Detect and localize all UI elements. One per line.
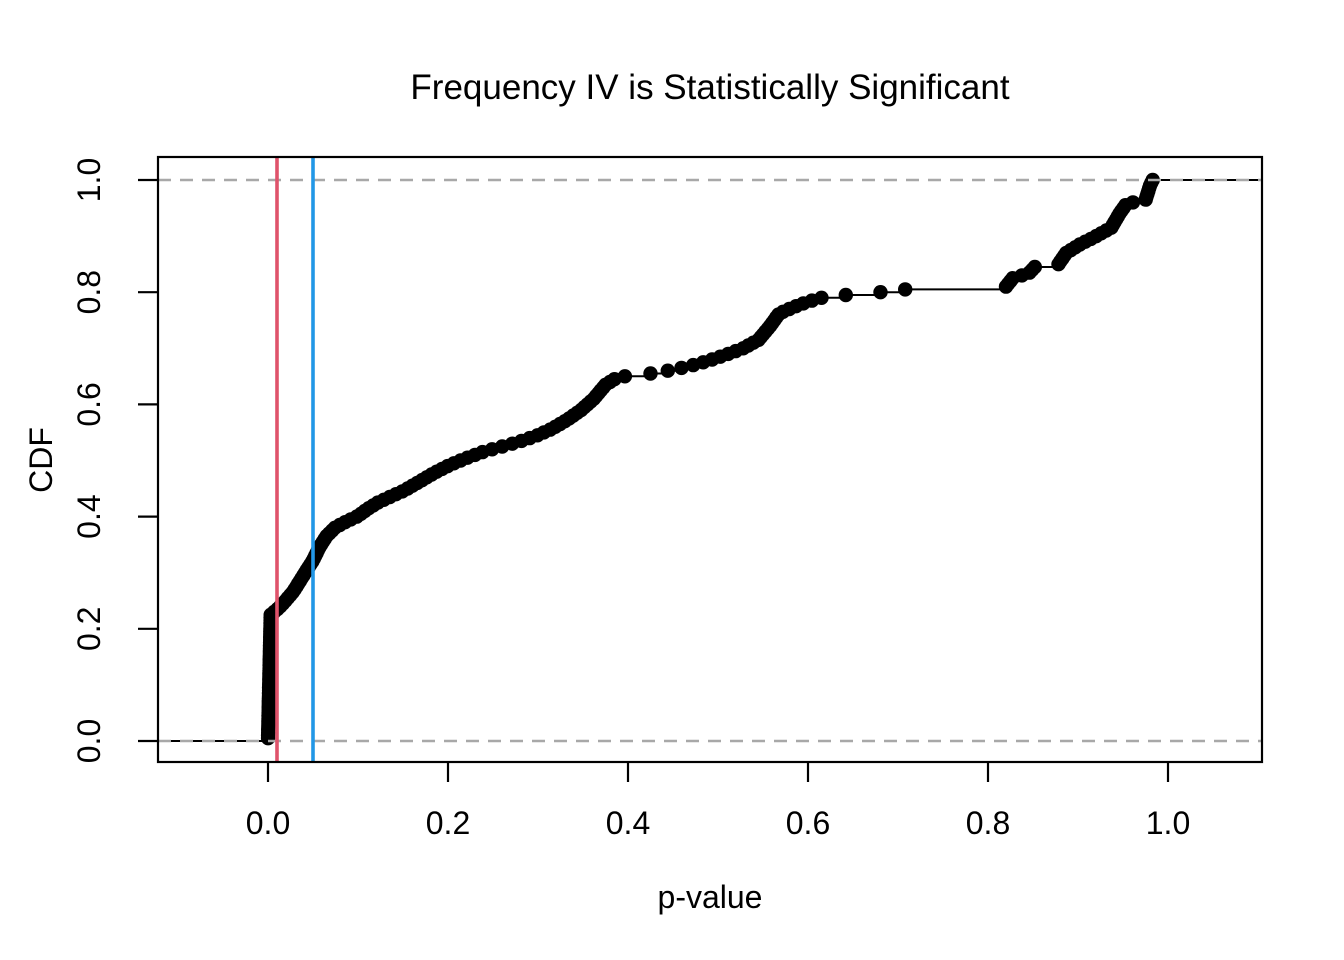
ecdf-point (617, 369, 633, 384)
y-tick-label: 0.0 (71, 719, 107, 763)
ecdf-curve (158, 172, 1262, 746)
ecdf-point (643, 366, 658, 381)
y-tick-label: 1.0 (71, 158, 107, 202)
ecdf-point (838, 287, 853, 303)
x-tick-label: 0.0 (246, 805, 290, 841)
y-tick-label: 0.8 (71, 270, 107, 314)
plot-box (156, 155, 1264, 764)
chart-title: Frequency IV is Statistically Significan… (410, 68, 1009, 107)
ecdf-point (873, 285, 888, 300)
ecdf-point (660, 363, 675, 378)
y-tick-label: 0.2 (71, 607, 107, 651)
y-axis-label: CDF (23, 427, 59, 493)
ecdf-point (814, 290, 829, 305)
x-tick-label: 0.6 (786, 805, 830, 841)
x-tick-label: 0.4 (606, 805, 650, 841)
y-tick-label: 0.6 (71, 382, 107, 426)
ecdf-point (1027, 259, 1043, 275)
x-tick-label: 0.8 (966, 805, 1010, 841)
x-tick-label: 1.0 (1146, 805, 1190, 841)
reference-lines (275, 157, 315, 762)
ecdf-point (898, 282, 913, 297)
y-tick-label: 0.4 (71, 494, 107, 538)
y-axis-ticks: 0.0 0.2 0.4 0.6 0.8 1.0 (71, 158, 158, 763)
ecdf-points (260, 172, 1160, 746)
x-tick-label: 0.2 (426, 805, 470, 841)
x-axis-label: p-value (658, 879, 763, 915)
ecdf-point (1125, 195, 1141, 210)
gridlines (158, 178, 1262, 743)
ecdf-point (674, 360, 689, 376)
axes: 0.0 0.2 0.4 0.6 0.8 1.0 0.0 0.2 0.4 0.6 0.8 1.0 (71, 155, 1264, 841)
ecdf-step-line (158, 179, 1262, 742)
x-axis-ticks: 0.0 0.2 0.4 0.6 0.8 1.0 (246, 762, 1190, 841)
